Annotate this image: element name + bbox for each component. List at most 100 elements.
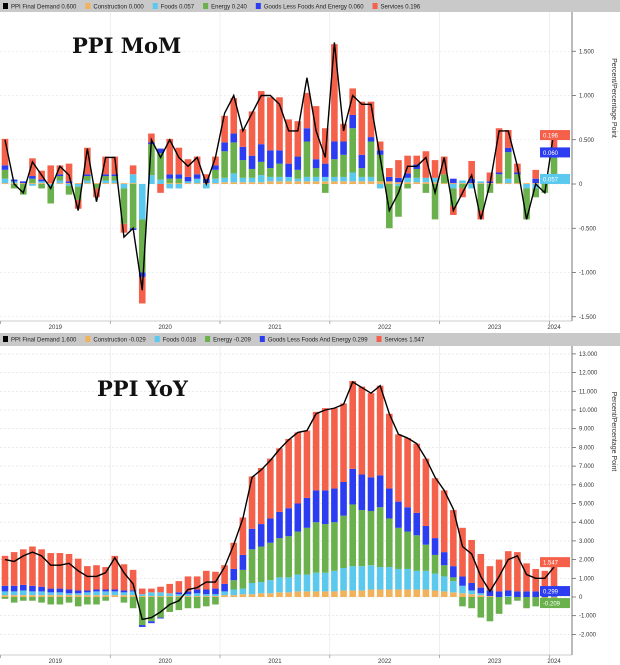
bar-construction xyxy=(20,595,27,597)
bar-goods xyxy=(10,179,18,182)
bar-energy xyxy=(93,184,100,189)
bar-foods xyxy=(413,570,421,590)
bar-goods xyxy=(376,150,384,155)
bar-energy xyxy=(376,154,384,182)
bar-foods xyxy=(166,184,173,189)
bar-services xyxy=(486,172,494,182)
chart-title: PPI YoY xyxy=(97,376,189,401)
ytick-label: 11.000 xyxy=(579,389,598,395)
bar-services xyxy=(74,558,82,591)
bar-services xyxy=(303,430,311,498)
bar-foods xyxy=(221,591,228,596)
legend-swatch-construction xyxy=(85,3,91,9)
xtick-label: 2019 xyxy=(49,325,63,331)
bar-energy xyxy=(321,184,329,193)
bar-energy xyxy=(120,188,128,224)
bar-energy xyxy=(56,176,64,181)
xtick-label: 2021 xyxy=(268,325,282,331)
bar-foods xyxy=(1,178,9,184)
bar-services xyxy=(10,552,18,586)
bar-foods xyxy=(47,592,55,596)
bar-services xyxy=(276,97,283,151)
bar-energy xyxy=(331,159,338,177)
bar-construction xyxy=(212,596,219,597)
bar-construction xyxy=(47,595,55,597)
bar-goods xyxy=(331,141,338,160)
bar-construction xyxy=(129,183,137,184)
bar-foods xyxy=(120,184,128,189)
bar-foods xyxy=(138,594,146,597)
bar-foods xyxy=(84,180,91,184)
bar-energy xyxy=(20,184,27,195)
bar-services xyxy=(138,588,146,595)
ytick-label: 6.000 xyxy=(579,483,595,489)
bar-construction xyxy=(111,595,119,597)
bar-energy xyxy=(129,184,137,229)
bar-foods xyxy=(157,179,164,184)
bar-services xyxy=(111,156,119,175)
bar-foods xyxy=(267,176,274,182)
bar-services xyxy=(477,553,485,588)
bar-construction xyxy=(239,594,247,597)
bar-services xyxy=(349,88,356,115)
bar-energy xyxy=(321,524,329,573)
bar-foods xyxy=(111,180,119,184)
bar-foods xyxy=(120,592,128,596)
legend-swatch-foods xyxy=(154,336,160,342)
bar-services xyxy=(541,570,549,592)
bar-services xyxy=(550,135,558,153)
bar-goods xyxy=(349,468,356,505)
bar-foods xyxy=(38,591,45,596)
bar-foods xyxy=(239,588,247,595)
line-ppi-final-demand xyxy=(4,42,555,291)
bar-services xyxy=(285,119,292,164)
bar-services xyxy=(468,539,475,583)
bar-services xyxy=(84,147,91,175)
bar-construction xyxy=(221,182,228,184)
bar-energy xyxy=(221,151,228,178)
bar-goods xyxy=(193,589,201,594)
bar-foods xyxy=(321,572,329,592)
bar-goods xyxy=(84,174,91,177)
bar-construction xyxy=(93,183,100,184)
bar-energy xyxy=(404,531,411,569)
bar-construction xyxy=(459,183,466,184)
xtick-label: 2020 xyxy=(158,325,172,331)
legend-swatch-total xyxy=(3,336,8,342)
bar-construction xyxy=(468,594,475,597)
end-tag-goods xyxy=(540,147,570,158)
bar-services xyxy=(47,165,55,184)
bar-foods xyxy=(303,176,311,182)
bar-services xyxy=(331,408,338,489)
bar-goods xyxy=(257,144,265,162)
bar-energy xyxy=(495,597,503,614)
bar-energy xyxy=(20,597,27,601)
bar-services xyxy=(404,155,411,174)
bar-construction xyxy=(56,183,64,184)
bar-services xyxy=(376,385,384,476)
bar-construction xyxy=(340,590,347,597)
end-tag-services xyxy=(540,557,570,568)
bar-energy xyxy=(486,184,494,193)
bar-energy xyxy=(248,549,256,583)
bar-services xyxy=(413,155,421,165)
bar-foods xyxy=(285,176,292,182)
ytick-label: 4.000 xyxy=(579,520,595,526)
bar-construction xyxy=(93,595,100,597)
bar-construction xyxy=(331,591,338,597)
bar-energy xyxy=(47,185,55,204)
bar-services xyxy=(294,432,302,504)
bar-construction xyxy=(175,183,183,184)
bar-services xyxy=(450,510,457,567)
bar-goods xyxy=(184,591,192,595)
bar-construction xyxy=(358,590,366,597)
bar-foods xyxy=(340,176,347,182)
bar-construction xyxy=(138,596,146,597)
bar-construction xyxy=(166,183,173,184)
line-ppi-final-demand xyxy=(4,380,555,621)
bar-services xyxy=(367,393,375,478)
bar-construction xyxy=(294,591,302,597)
bar-construction xyxy=(120,183,128,184)
ytick-label: -1.000 xyxy=(579,271,597,277)
bar-services xyxy=(93,565,100,590)
